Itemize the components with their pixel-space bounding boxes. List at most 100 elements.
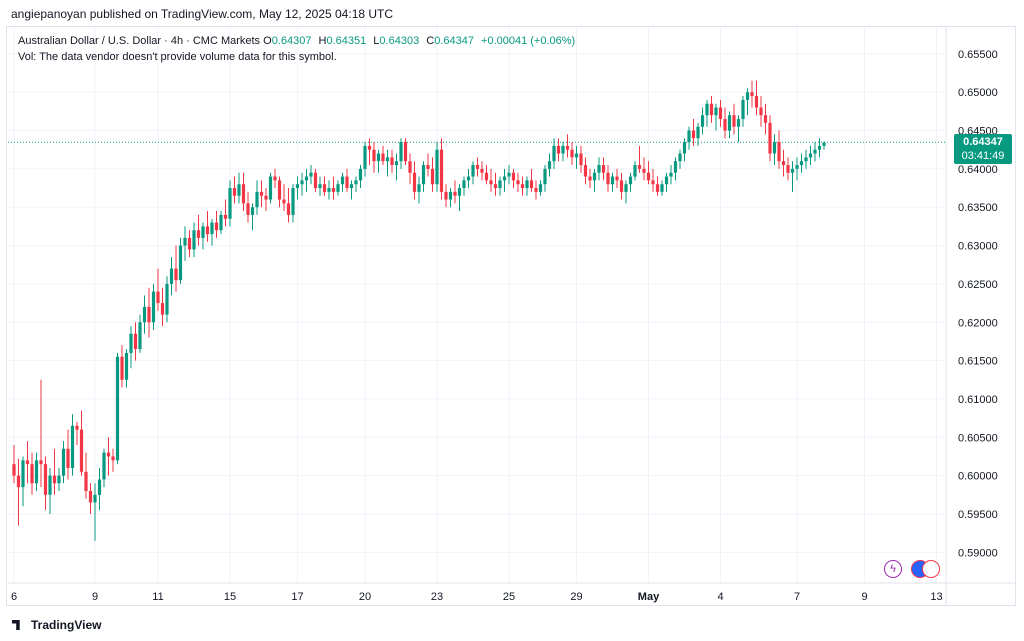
candle-body [480, 168, 484, 173]
symbol-title[interactable]: Australian Dollar / U.S. Dollar · 4h · C… [18, 35, 261, 47]
candle-body [790, 168, 795, 173]
candle-body [462, 180, 466, 189]
candle-body [579, 153, 583, 166]
candle-body [691, 130, 696, 139]
candle-body [151, 291, 156, 323]
y-tick-label: 0.63000 [958, 241, 998, 253]
x-tick-label: 15 [224, 591, 236, 603]
y-tick-label: 0.61000 [958, 394, 998, 406]
candle-body [309, 172, 313, 177]
candle-body [273, 176, 277, 181]
candle-body [547, 161, 552, 169]
candle-body [642, 168, 646, 173]
candle-body [772, 142, 777, 154]
candle-body [601, 165, 606, 173]
candle-body [516, 180, 520, 185]
candle-body [466, 176, 471, 181]
x-tick-label: 6 [11, 591, 17, 603]
candle-body [183, 237, 187, 246]
x-tick-label: 29 [570, 591, 582, 603]
us-flag-icon[interactable] [922, 560, 940, 578]
candle-body [619, 180, 624, 192]
candle-body [124, 352, 129, 380]
candle-body [412, 172, 417, 192]
low-value: 0.64303 [379, 35, 420, 47]
candle-body [660, 184, 664, 192]
candle-body [633, 165, 637, 177]
candle-body [417, 184, 421, 192]
candle-body [669, 172, 673, 177]
candle-body [678, 153, 682, 162]
candle-body [358, 168, 363, 181]
candle-body [777, 142, 781, 162]
candle-body [192, 230, 196, 250]
candle-body [354, 180, 358, 185]
candle-body [115, 356, 120, 461]
high-value: 0.64351 [326, 35, 367, 47]
candle-body [12, 464, 16, 476]
candle-body [259, 191, 264, 196]
candle-body [556, 145, 561, 154]
candle-body [705, 103, 709, 116]
candle-body [421, 165, 426, 185]
candle-body [750, 92, 754, 97]
x-tick-label: 23 [431, 591, 443, 603]
candle-body [363, 145, 367, 169]
y-tick-label: 0.65000 [958, 87, 998, 99]
candle-body [457, 188, 462, 196]
y-tick-label: 0.65500 [958, 49, 998, 61]
tradingview-footer[interactable]: TradingView [12, 618, 101, 632]
candle-body [408, 161, 412, 173]
candle-body [538, 184, 543, 192]
candle-body [646, 172, 651, 181]
candle-body [426, 165, 430, 169]
y-tick-label: 0.62500 [958, 279, 998, 291]
candle-body [205, 226, 210, 235]
candle-body [34, 460, 39, 484]
candle-body [291, 188, 295, 215]
candle-body [304, 176, 309, 181]
x-tick-label: 11 [152, 591, 163, 603]
publish-info: angiepanoyan published on TradingView.co… [11, 7, 394, 21]
bar-countdown: 03:41:49 [961, 150, 1005, 162]
x-tick-label: 17 [291, 591, 303, 603]
candle-body [628, 176, 633, 185]
candle-body [583, 165, 588, 177]
candle-body [187, 237, 192, 250]
candle-body [399, 142, 403, 162]
candle-body [156, 291, 160, 304]
candle-body [592, 172, 597, 181]
candle-body [21, 460, 25, 488]
bolt-icon[interactable]: ϟ [884, 560, 902, 578]
candle-body [700, 115, 705, 127]
candle-body [385, 157, 390, 162]
candle-body [727, 115, 732, 131]
candle-body [16, 475, 21, 488]
candle-body [165, 283, 169, 315]
tradingview-brand: TradingView [31, 618, 102, 632]
candle-body [723, 119, 727, 131]
x-tick-label: 20 [359, 591, 371, 603]
grid [8, 27, 946, 583]
candle-body [561, 145, 565, 154]
candle-body [768, 122, 772, 154]
candle-body [174, 268, 178, 281]
candle-body [471, 165, 475, 177]
candle-body [84, 471, 88, 491]
candle-body [804, 157, 808, 162]
candle-body [327, 188, 331, 192]
candle-body [651, 180, 655, 185]
candle-body [498, 180, 502, 189]
candle-body [228, 188, 232, 219]
candle-body [25, 460, 30, 465]
candle-body [232, 188, 237, 196]
candle-body [286, 203, 291, 215]
candle-body [241, 184, 246, 204]
open-value: 0.64307 [271, 35, 312, 47]
high-label: H [318, 35, 327, 47]
candle-body [394, 161, 399, 166]
candle-body [39, 460, 43, 465]
y-tick-label: 0.60000 [958, 471, 998, 483]
candle-body [453, 191, 457, 196]
